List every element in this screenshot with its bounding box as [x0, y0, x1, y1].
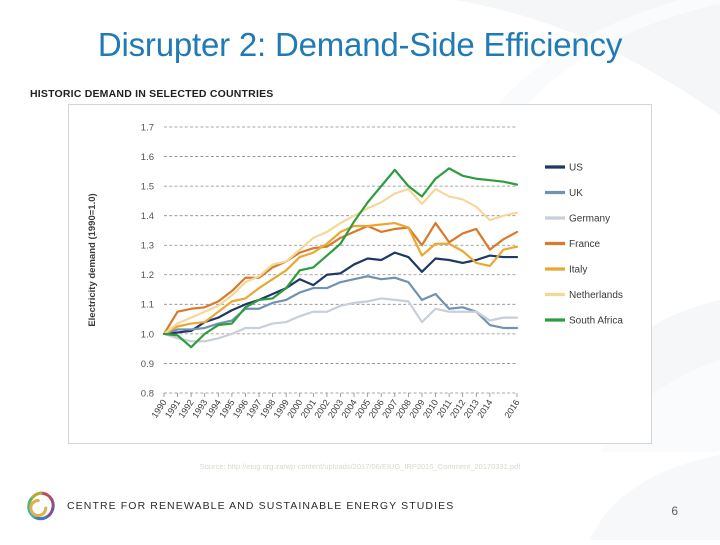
legend-label-france: France	[569, 239, 601, 250]
legend-label-italy: Italy	[569, 265, 587, 276]
y-axis-tick-label: 1.1	[141, 300, 154, 311]
y-axis-tick-label: 0.8	[141, 388, 154, 399]
legend-label-netherlands: Netherlands	[569, 290, 623, 301]
line-chart: 0.8 0.9 1.0 1.1 1.2 1.3 1.4 1.5 1.6 1.7 Electricit…	[87, 122, 623, 420]
chart-plot-container: 0.8 0.9 1.0 1.1 1.2 1.3 1.4 1.5 1.6 1.7 Electricit…	[68, 104, 652, 444]
series-line-us	[162, 251, 519, 335]
footer-organization-label: CENTRE FOR RENEWABLE AND SUSTAINABLE ENE…	[67, 500, 455, 512]
y-axis-title: Electricity demand (1990=1.0)	[87, 193, 98, 326]
chart-figure: HISTORIC DEMAND IN SELECTED COUNTRIES 0.…	[22, 88, 654, 444]
series-line-italy	[162, 221, 519, 335]
y-axis-tick-label: 1.3	[141, 241, 154, 252]
series-line-germany	[162, 297, 519, 343]
page-number: 6	[671, 504, 678, 518]
y-axis-tick-label: 0.9	[141, 359, 154, 370]
y-axis-tick-label: 1.4	[141, 211, 154, 222]
series-line-france	[162, 221, 519, 335]
legend-label-south-africa: South Africa	[569, 316, 623, 327]
source-caption: Source: http://eiug.org.za/wp-content/up…	[199, 462, 521, 471]
crses-ring-logo-icon	[27, 491, 55, 521]
series-line-netherlands	[162, 187, 519, 335]
y-axis-tick-label: 1.5	[141, 182, 154, 193]
page-title: Disrupter 2: Demand-Side Efficiency	[97, 26, 623, 63]
series-line-uk	[162, 275, 519, 335]
footer: CENTRE FOR RENEWABLE AND SUSTAINABLE ENE…	[24, 489, 454, 523]
chart-title: HISTORIC DEMAND IN SELECTED COUNTRIES	[30, 88, 274, 100]
series-line-south-africa	[162, 167, 519, 349]
y-axis-tick-label: 1.7	[141, 122, 154, 133]
y-axis-tick-label: 1.0	[141, 329, 154, 340]
legend-label-us: US	[569, 163, 583, 174]
y-axis-tick-label: 1.6	[141, 152, 154, 163]
y-axis-tick-label: 1.2	[141, 270, 154, 281]
x-axis-tick-label: 2016	[502, 398, 521, 420]
legend-label-germany: Germany	[569, 214, 610, 225]
x-axis-tick-label: 2014	[475, 398, 494, 420]
legend-label-uk: UK	[569, 188, 583, 199]
